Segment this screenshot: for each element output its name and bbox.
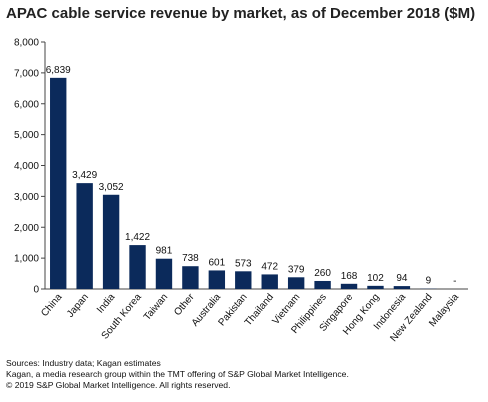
bar bbox=[182, 266, 199, 289]
bar-chart: 0 1,000 2,000 3,000 4,000 5,000 6,000 7,000 8,00… bbox=[14, 38, 468, 344]
data-label: 94 bbox=[396, 273, 408, 284]
y-tick-label: 5,000 bbox=[14, 130, 39, 141]
y-tick-label: 1,000 bbox=[14, 254, 39, 265]
data-label: 9 bbox=[426, 276, 432, 287]
bar bbox=[50, 77, 67, 289]
y-tick-label: 7,000 bbox=[14, 68, 39, 79]
data-label: 379 bbox=[288, 264, 305, 275]
category-label: India bbox=[95, 292, 118, 316]
y-tick-label: 3,000 bbox=[14, 192, 39, 203]
data-label: 981 bbox=[156, 246, 173, 257]
category-label: Japan bbox=[65, 292, 91, 320]
category-label: Other bbox=[172, 291, 197, 318]
category-label: China bbox=[39, 292, 65, 319]
y-tick-label: 2,000 bbox=[14, 223, 39, 234]
category-label: Thailand bbox=[243, 292, 276, 328]
data-label: 472 bbox=[261, 261, 278, 272]
chart-title: APAC cable service revenue by market, as… bbox=[6, 5, 476, 22]
y-tick-label: 4,000 bbox=[14, 161, 39, 172]
attribution-note: Kagan, a media research group within the… bbox=[6, 369, 349, 379]
data-label: - bbox=[453, 276, 456, 287]
bar bbox=[261, 274, 278, 289]
bar bbox=[129, 245, 146, 289]
y-tick-label: 6,000 bbox=[14, 99, 39, 110]
data-label: 102 bbox=[367, 273, 384, 284]
bar bbox=[367, 285, 384, 289]
bar bbox=[235, 271, 252, 289]
data-label: 168 bbox=[341, 271, 358, 282]
bar bbox=[76, 183, 93, 289]
data-label: 601 bbox=[209, 257, 226, 268]
bar bbox=[393, 286, 411, 289]
y-tick-label: 8,000 bbox=[14, 38, 39, 49]
bar bbox=[155, 258, 173, 289]
bar bbox=[314, 280, 331, 289]
data-label: 1,422 bbox=[125, 232, 150, 243]
y-tick-label: 0 bbox=[33, 285, 39, 296]
category-label: Taiwan bbox=[142, 292, 170, 323]
bar bbox=[208, 270, 226, 289]
chart-footer: Sources: Industry data; Kagan estimates … bbox=[6, 358, 484, 391]
data-label: 6,839 bbox=[46, 65, 71, 76]
data-label: 260 bbox=[314, 268, 331, 279]
sources-note: Sources: Industry data; Kagan estimates bbox=[6, 358, 161, 368]
bar bbox=[102, 194, 120, 289]
data-label: 573 bbox=[235, 258, 252, 269]
data-label: 3,429 bbox=[72, 170, 97, 181]
data-label: 738 bbox=[182, 253, 199, 264]
data-label: 3,052 bbox=[99, 182, 124, 193]
bar bbox=[340, 283, 358, 289]
bar bbox=[287, 277, 305, 289]
copyright-note: © 2019 S&P Global Market Intelligence. A… bbox=[6, 380, 231, 390]
